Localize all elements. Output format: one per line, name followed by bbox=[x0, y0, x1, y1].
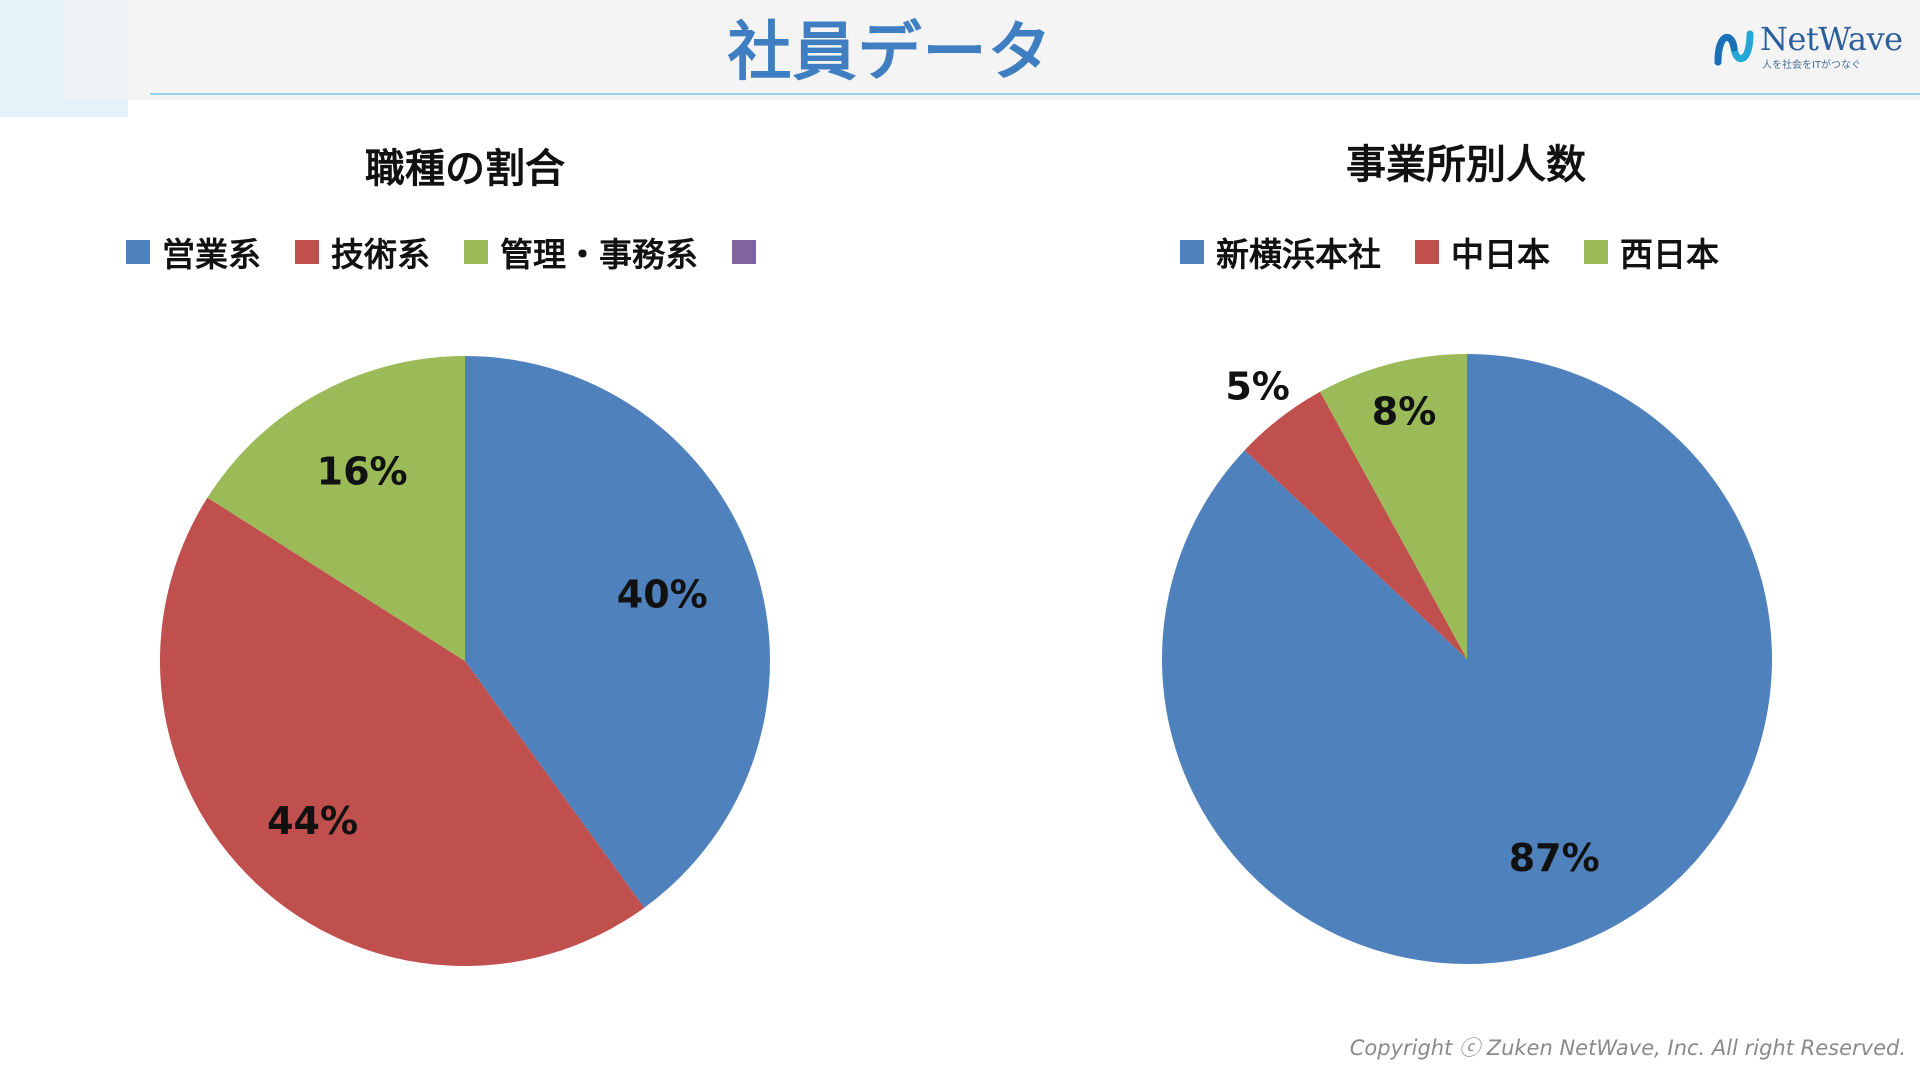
legend-offices: 新横浜本社 中日本 西日本 bbox=[1180, 228, 1753, 276]
wave-logo-icon bbox=[1714, 30, 1754, 66]
legend-swatch bbox=[1584, 240, 1608, 264]
legend-label: 新横浜本社 bbox=[1216, 235, 1381, 274]
legend-label: 技術系 bbox=[331, 235, 430, 274]
legend-item: 営業系 bbox=[126, 228, 261, 276]
data-label: 16% bbox=[317, 449, 408, 493]
header-accent-inner bbox=[64, 0, 128, 100]
pie-slice bbox=[159, 497, 645, 966]
legend-item: 中日本 bbox=[1415, 228, 1550, 276]
header-divider bbox=[150, 93, 1920, 95]
legend-item: 管理・事務系 bbox=[464, 228, 698, 276]
legend-label: 管理・事務系 bbox=[500, 235, 698, 274]
legend-swatch bbox=[126, 240, 150, 264]
legend-label: 中日本 bbox=[1451, 235, 1550, 274]
legend-swatch bbox=[732, 240, 756, 264]
legend-swatch bbox=[1415, 240, 1439, 264]
legend-job-types: 営業系 技術系 管理・事務系 bbox=[126, 228, 802, 276]
data-label: 40% bbox=[617, 572, 708, 616]
chart-title-job-types: 職種の割合 bbox=[365, 146, 565, 192]
page-title: 社員データ bbox=[727, 16, 1053, 90]
data-label: 44% bbox=[267, 799, 358, 843]
legend-item: 新横浜本社 bbox=[1180, 228, 1381, 276]
copyright-notice: Copyright ⓒ Zuken NetWave, Inc. All righ… bbox=[1349, 1036, 1906, 1060]
legend-swatch bbox=[464, 240, 488, 264]
pie-slice bbox=[465, 356, 770, 908]
legend-item: 技術系 bbox=[295, 228, 430, 276]
legend-item: 西日本 bbox=[1584, 228, 1719, 276]
chart-title-offices: 事業所別人数 bbox=[1346, 142, 1586, 188]
header-band bbox=[0, 0, 1920, 100]
logo-tagline: 人を社会をITがつなぐ bbox=[1762, 60, 1862, 71]
legend-swatch bbox=[295, 240, 319, 264]
legend-label: 営業系 bbox=[162, 235, 261, 274]
logo-name: NetWave bbox=[1760, 20, 1903, 58]
legend-item bbox=[732, 240, 768, 264]
netwave-logo: NetWave 人を社会をITがつなぐ bbox=[1712, 20, 1912, 74]
pie-slice bbox=[207, 356, 465, 661]
legend-swatch bbox=[1180, 240, 1204, 264]
legend-label: 西日本 bbox=[1620, 235, 1719, 274]
